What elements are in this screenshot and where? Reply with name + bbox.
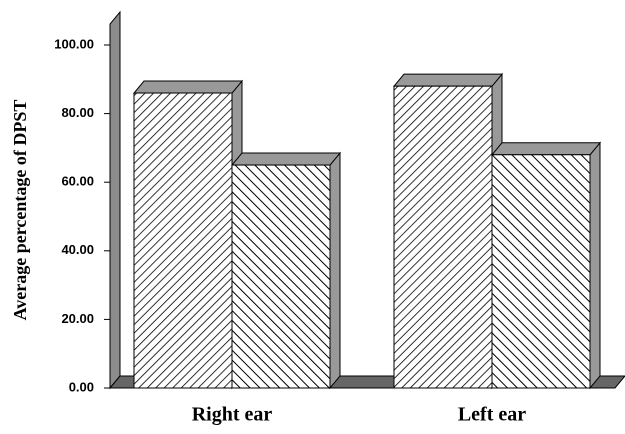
- bar: [393, 85, 493, 389]
- y-tick-label: 20.00: [61, 311, 94, 326]
- y-tick-label: 100.00: [54, 36, 94, 51]
- y-tick-label: 0.00: [69, 379, 94, 394]
- bar-top: [490, 142, 602, 156]
- x-tick-label: Right ear: [192, 404, 273, 426]
- bar-side: [329, 151, 341, 390]
- y-tick-label: 40.00: [61, 242, 94, 257]
- bar: [133, 92, 233, 389]
- bar: [491, 154, 591, 389]
- y-tick-label: 80.00: [61, 105, 94, 120]
- x-tick-label: Left ear: [458, 404, 526, 426]
- y-axis-label: Average percentage of DPST: [10, 100, 30, 321]
- bar-top: [230, 152, 342, 166]
- y-tick-label: 60.00: [61, 174, 94, 189]
- bar: [231, 164, 331, 389]
- bar-side: [589, 141, 601, 390]
- back-wall: [109, 10, 121, 390]
- bar-top: [132, 80, 244, 94]
- bar-top: [392, 73, 504, 87]
